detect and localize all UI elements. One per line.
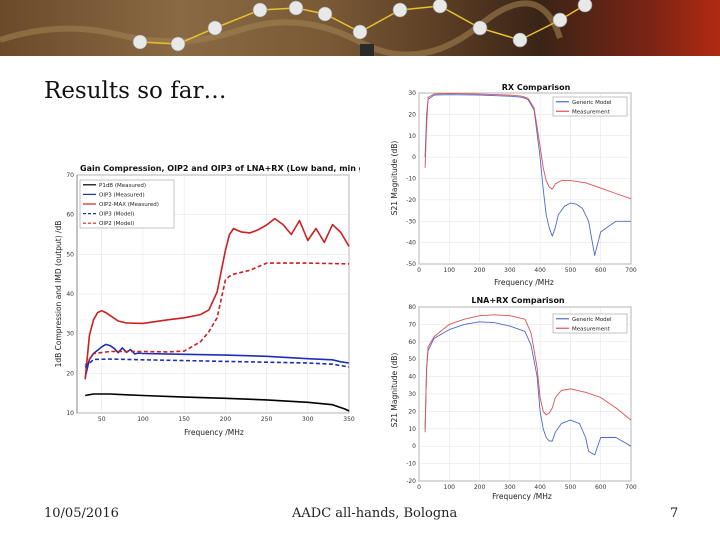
- y-tick-label: -50: [406, 261, 416, 268]
- y-axis-label: 1dB Compression and IMD (output) /dB: [54, 221, 63, 368]
- x-tick-label: 500: [565, 267, 577, 274]
- y-tick-label: 60: [408, 339, 416, 346]
- x-tick-label: 100: [444, 267, 456, 274]
- y-tick-label: 0: [412, 154, 416, 161]
- x-axis-label: Frequency /MHz: [184, 428, 244, 437]
- legend-label: OIP3 (Model): [99, 212, 134, 218]
- y-tick-label: 10: [408, 426, 416, 433]
- x-axis-label: Frequency /MHz: [494, 278, 554, 287]
- x-tick-label: 500: [565, 484, 577, 491]
- series-line-1: [85, 393, 350, 412]
- x-tick-label: 150: [178, 416, 190, 423]
- legend-box: [552, 96, 628, 117]
- footer-date: 10/05/2016: [44, 506, 119, 521]
- x-tick-label: 300: [504, 484, 516, 491]
- x-tick-label: 600: [595, 267, 607, 274]
- x-tick-label: 100: [137, 416, 149, 423]
- y-tick-label: 30: [66, 331, 74, 338]
- gridlines: [418, 92, 632, 265]
- gain-compression-chart: Gain Compression, OIP2 and OIP3 of LNA+R…: [54, 164, 360, 437]
- y-tick-label: -30: [406, 218, 416, 225]
- x-tick-label: 250: [261, 416, 273, 423]
- y-tick-label: 30: [408, 90, 416, 97]
- y-tick-label: 70: [408, 321, 416, 328]
- y-tick-label: -10: [406, 461, 416, 468]
- x-tick-label: 200: [474, 484, 486, 491]
- legend: Generic Model Measurement: [552, 313, 628, 334]
- y-tick-label: 40: [408, 374, 416, 381]
- x-tick-label: 400: [534, 484, 546, 491]
- series-line-4: [84, 358, 350, 368]
- y-tick-label: 50: [408, 356, 416, 363]
- x-tick-label: 0: [417, 267, 421, 274]
- x-tick-label: 600: [595, 484, 607, 491]
- x-tick-label: 300: [504, 267, 516, 274]
- chart-title: RX Comparison: [502, 83, 571, 92]
- y-tick-label: -20: [406, 197, 416, 204]
- rx-comparison-chart: RX Comparison Frequency /MHz S21 Magnitu…: [390, 83, 637, 287]
- y-tick-label: 40: [66, 291, 74, 298]
- y-axis-label: S21 Magnitude (dB): [390, 141, 399, 216]
- legend-label: OIP2-MAX (Measured): [99, 202, 159, 208]
- x-tick-label: 300: [302, 416, 314, 423]
- y-tick-label: -10: [406, 176, 416, 183]
- x-tick-label: 50: [98, 416, 106, 423]
- chart-title: LNA+RX Comparison: [471, 296, 565, 305]
- legend-label: Measurement: [572, 109, 611, 115]
- legend-box: [552, 313, 628, 334]
- y-tick-label: 80: [408, 304, 416, 311]
- y-tick-label: -20: [406, 478, 416, 485]
- lna-rx-comparison-chart: LNA+RX Comparison Frequency /MHz S21 Mag…: [390, 296, 637, 501]
- x-tick-label: 0: [417, 484, 421, 491]
- x-tick-label: 700: [625, 484, 637, 491]
- y-tick-label: 70: [66, 172, 74, 179]
- legend-label: Generic Model: [572, 100, 612, 106]
- x-tick-label: 400: [534, 267, 546, 274]
- x-axis-label: Frequency /MHz: [492, 492, 552, 501]
- legend-label: Measurement: [572, 326, 611, 332]
- x-tick-label: 350: [343, 416, 355, 423]
- series-line-5: [84, 262, 350, 366]
- x-tick-label: 100: [444, 484, 456, 491]
- y-tick-label: 0: [412, 443, 416, 450]
- y-tick-label: 30: [408, 391, 416, 398]
- series-line-1: [424, 321, 632, 456]
- x-tick-label: 700: [625, 267, 637, 274]
- y-tick-label: 20: [408, 111, 416, 118]
- legend-label: OIP2 (Model): [99, 221, 134, 227]
- y-tick-label: 50: [66, 251, 74, 258]
- header-banner-image: [0, 0, 720, 56]
- x-tick-label: 200: [220, 416, 232, 423]
- series-line-1: [424, 94, 631, 256]
- legend: P1dB (Measured) OIP3 (Measured) OIP2-MAX (…: [79, 179, 175, 229]
- y-axis-label: S21 Magnitude (dB): [390, 353, 399, 428]
- legend-label: OIP3 (Measured): [99, 192, 145, 198]
- y-tick-label: 10: [66, 410, 74, 417]
- x-tick-label: 200: [474, 267, 486, 274]
- legend: Generic Model Measurement: [552, 96, 628, 117]
- series-line-2: [84, 343, 350, 378]
- slide-title: Results so far…: [44, 78, 227, 104]
- legend-label: P1dB (Measured): [99, 183, 146, 189]
- page-number: 7: [670, 506, 679, 521]
- series-line-2: [424, 314, 632, 433]
- series-line-2: [424, 92, 632, 200]
- chart-title: Gain Compression, OIP2 and OIP3 of LNA+R…: [80, 164, 360, 173]
- y-tick-label: -40: [406, 240, 416, 247]
- legend-label: Generic Model: [572, 317, 612, 323]
- y-tick-label: 60: [66, 212, 74, 219]
- y-tick-label: 10: [408, 133, 416, 140]
- y-tick-label: 20: [66, 370, 74, 377]
- footer-event: AADC all-hands, Bologna: [292, 506, 458, 521]
- series-line-3: [84, 217, 350, 380]
- banner-graphic: [0, 0, 593, 56]
- y-tick-label: 20: [408, 408, 416, 415]
